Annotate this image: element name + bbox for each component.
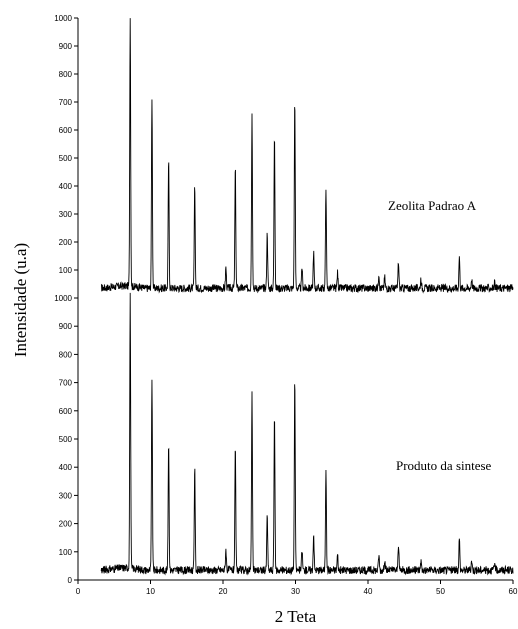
y-tick-label: 300	[59, 491, 73, 500]
y-tick-label: 900	[59, 322, 73, 331]
x-tick-label: 0	[76, 587, 81, 596]
x-tick-label: 60	[509, 587, 518, 596]
x-tick-label: 10	[146, 587, 155, 596]
series-line-1	[100, 18, 514, 294]
y-tick-label: 100	[59, 548, 73, 557]
y-tick-label: 100	[59, 266, 73, 275]
y-tick-label: 900	[59, 42, 73, 51]
panel-annotation: Produto da sintese	[396, 458, 492, 473]
y-tick-label: 600	[59, 126, 73, 135]
y-tick-label: 800	[59, 70, 73, 79]
y-tick-label: 400	[59, 182, 73, 191]
x-tick-label: 40	[364, 587, 373, 596]
panel-2: 0 100 200 300 400 500 600 700 800 900 1000 Produto …	[54, 292, 514, 585]
y-tick-label: 700	[59, 98, 73, 107]
y-tick-label: 500	[59, 435, 73, 444]
y-tick-label: 1000	[54, 294, 72, 303]
y-tick-label: 0	[68, 576, 73, 585]
x-tick-label: 50	[436, 587, 445, 596]
panel-annotation: Zeolita Padrao A	[388, 198, 477, 213]
y-tick-label: 800	[59, 350, 73, 359]
y-tick-label: 500	[59, 154, 73, 163]
y-tick-label: 300	[59, 210, 73, 219]
x-tick-label: 20	[219, 587, 228, 596]
x-axis-title: 2 Teta	[275, 607, 317, 626]
x-tick-label: 30	[291, 587, 300, 596]
y-tick-label: 400	[59, 463, 73, 472]
y-tick-label: 200	[59, 520, 73, 529]
series-line-2	[100, 292, 514, 576]
y-tick-label: 1000	[54, 14, 72, 23]
y-tick-label: 200	[59, 238, 73, 247]
y-tick-label: 600	[59, 407, 73, 416]
panel-1: 100 200 300 400 500 600 700 800 900 1000 Zeolita P…	[54, 14, 514, 298]
y-tick-label: 700	[59, 379, 73, 388]
y-axis-title: Intensidade (u.a)	[11, 243, 30, 357]
